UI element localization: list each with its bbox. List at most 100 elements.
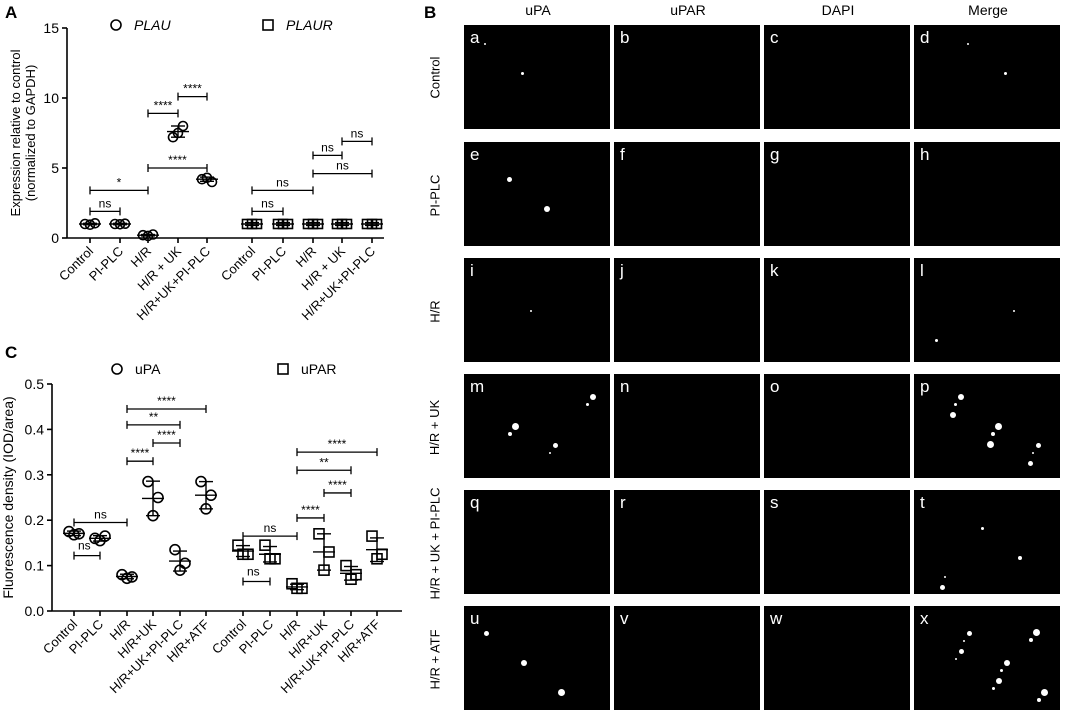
column-header-upar: uPAR (670, 2, 706, 18)
data-point-square (318, 564, 330, 576)
significance-label: ns (276, 175, 289, 189)
micrograph-letter: q (470, 493, 480, 512)
data-point-circle (137, 229, 149, 241)
y-axis-label: Fluorescence density (IOD/area) (0, 396, 16, 598)
micrograph-letter: u (470, 609, 480, 628)
signal-spot (944, 576, 946, 578)
data-point-square (291, 582, 303, 595)
y-tick-label: 15 (43, 20, 59, 36)
data-point-circle (142, 475, 154, 488)
micrograph-letter: v (620, 609, 629, 628)
data-point-circle (84, 219, 96, 230)
data-point-circle (196, 173, 208, 185)
signal-spot (963, 640, 965, 642)
significance-label: ns (78, 539, 91, 553)
significance-label: **** (183, 82, 202, 96)
micrograph-letter: n (620, 377, 630, 396)
signal-spot (967, 631, 972, 636)
micrograph-letter: w (770, 609, 783, 628)
micrograph-panel: u (464, 606, 610, 710)
signal-spot (521, 660, 527, 666)
panel-b-label: B (424, 3, 437, 22)
data-point-circle (89, 218, 101, 229)
legend-marker-square (277, 363, 289, 375)
signal-spot (1004, 72, 1007, 75)
data-point-circle (126, 571, 138, 583)
micrograph-panel: v (614, 606, 760, 710)
data-point-square (336, 218, 348, 230)
micrograph-letter: x (920, 609, 929, 628)
row-label-hr: H/R (427, 299, 443, 323)
legend-label: uPAR (301, 361, 337, 377)
signal-spot (1036, 443, 1041, 448)
micrograph-panel: k (764, 258, 910, 362)
data-point-square (345, 573, 357, 586)
micrograph-letter: d (920, 28, 930, 47)
y-tick-label: 0.0 (25, 603, 45, 619)
panel-a-label: A (5, 3, 18, 22)
legend-marker-circle (110, 19, 122, 31)
legend-label: PLAU (134, 17, 171, 33)
micrograph-panel: n (614, 374, 760, 478)
signal-spot (991, 432, 995, 436)
y-axis-label: Expression relative to control (8, 49, 23, 216)
data-point-circle (94, 534, 106, 547)
data-point-circle (68, 528, 80, 541)
signal-spot (959, 649, 964, 654)
significance-label: **** (157, 394, 176, 408)
signal-spot (981, 527, 984, 530)
micrograph-panel: i (464, 258, 610, 362)
data-point-circle (147, 229, 159, 240)
signal-spot (544, 206, 550, 212)
data-point-circle (79, 218, 91, 230)
y-tick-label: 0 (51, 230, 59, 246)
significance-label: **** (168, 153, 187, 167)
significance-label: ** (319, 455, 329, 469)
data-point-square (340, 559, 352, 572)
significance-label: **** (157, 428, 176, 442)
signal-spot (512, 423, 519, 430)
micrograph-panel: o (764, 374, 910, 478)
micrograph-panel: e (464, 142, 610, 246)
significance-label: ns (264, 521, 277, 535)
y-tick-label: 0.1 (25, 558, 45, 574)
micrograph-panel: g (764, 142, 910, 246)
data-point-square (237, 548, 249, 561)
signal-spot (1029, 638, 1033, 642)
row-label-hr-uk: H/R + UK (427, 399, 443, 455)
significance-label: ns (99, 196, 112, 210)
signal-spot (996, 678, 1002, 684)
signal-spot (1004, 660, 1010, 666)
signal-spot (508, 432, 512, 436)
micrograph-panel: c (764, 25, 910, 129)
legend-label: PLAUR (286, 17, 333, 33)
signal-spot (950, 412, 956, 418)
significance-label: ns (247, 564, 260, 578)
micrograph-letter: h (920, 145, 930, 164)
micrograph-letter: b (620, 28, 630, 47)
legend-marker-square (262, 19, 274, 31)
micrograph-letter: t (920, 493, 925, 512)
micrograph-panel: t (914, 490, 1060, 594)
micrograph-panel: a (464, 25, 610, 129)
legend-label: uPA (135, 361, 161, 377)
data-point-circle (200, 503, 212, 515)
data-point-circle (147, 509, 159, 522)
micrograph-letter: f (620, 145, 625, 164)
data-point-circle (119, 218, 131, 230)
micrograph-letter: a (470, 28, 480, 47)
micrograph-panel: f (614, 142, 760, 246)
data-point-circle (121, 572, 133, 585)
signal-spot (521, 72, 524, 75)
data-point-circle (179, 557, 191, 570)
data-point-square (277, 218, 289, 230)
data-point-square (366, 530, 378, 542)
signal-spot (507, 177, 512, 182)
signal-spot (1028, 461, 1033, 466)
data-point-square (323, 546, 335, 558)
micrograph-panel: w (764, 606, 910, 710)
row-label-hr-atf: H/R + ATF (427, 628, 443, 690)
y-tick-label: 5 (51, 160, 59, 176)
micrograph-letter: l (920, 261, 924, 280)
significance-label: **** (301, 503, 320, 517)
